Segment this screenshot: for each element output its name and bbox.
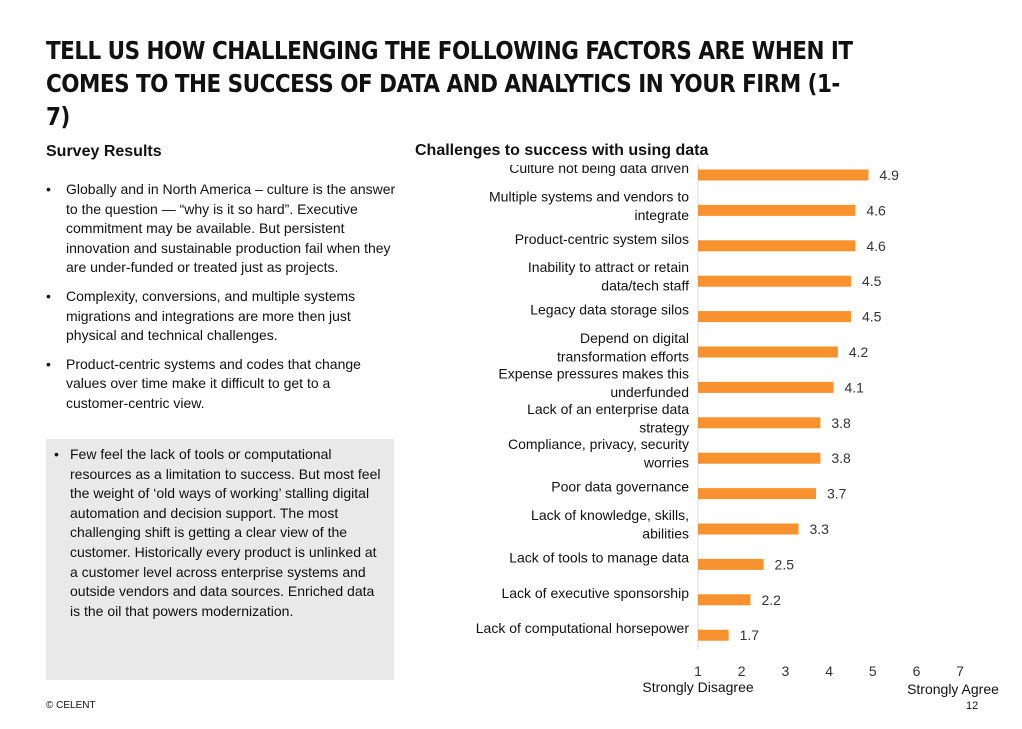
category-label: Product-centric system silos bbox=[515, 231, 689, 247]
data-label: 4.9 bbox=[879, 167, 899, 183]
x-axis-left-label: Strongly Disagree bbox=[642, 679, 753, 695]
data-label: 4.2 bbox=[849, 344, 869, 360]
category-label: Legacy data storage silos bbox=[530, 302, 689, 318]
bullet-item: Globally and in North America – culture … bbox=[46, 180, 396, 278]
data-label: 4.6 bbox=[866, 202, 886, 218]
data-label: 3.8 bbox=[831, 415, 851, 431]
page-title: TELL US HOW CHALLENGING THE FOLLOWING FA… bbox=[46, 36, 853, 131]
data-label: 1.7 bbox=[740, 627, 760, 643]
data-label: 3.7 bbox=[827, 486, 847, 502]
category-label: Lack of knowledge, skills, abilities bbox=[531, 507, 689, 542]
category-label: Expense pressures makes this underfunded bbox=[498, 365, 689, 400]
category-label: Culture not being data driven bbox=[509, 165, 689, 176]
highlight-text: Few feel the lack of tools or computatio… bbox=[54, 445, 386, 621]
category-label: Compliance, privacy, security worries bbox=[508, 436, 689, 471]
category-label: Poor data governance bbox=[551, 479, 689, 495]
bar-chart: 4.9 Culture not being data driven 4.6 Multi… bbox=[476, 165, 999, 697]
chart-title: Challenges to success with using data bbox=[415, 142, 709, 159]
bullet-item: Complexity, conversions, and multiple sy… bbox=[46, 287, 396, 346]
bullet-item: Product-centric systems and codes that c… bbox=[46, 355, 396, 414]
bar bbox=[698, 629, 729, 641]
x-tick-label: 2 bbox=[738, 663, 746, 679]
bar bbox=[698, 204, 856, 216]
highlight-box: Few feel the lack of tools or computatio… bbox=[46, 439, 394, 680]
bar bbox=[698, 558, 764, 570]
data-label: 4.1 bbox=[844, 379, 864, 395]
survey-results-heading: Survey Results bbox=[46, 143, 162, 160]
data-label: 3.3 bbox=[810, 521, 830, 537]
bar bbox=[698, 275, 851, 287]
x-tick-label: 7 bbox=[956, 663, 964, 679]
x-axis-right-label: Strongly Agree bbox=[907, 681, 999, 697]
bar bbox=[698, 240, 856, 252]
category-label: Lack of tools to manage data bbox=[509, 549, 689, 565]
bar bbox=[698, 417, 821, 429]
page-number: 12 bbox=[966, 700, 979, 712]
x-tick-label: 1 bbox=[694, 663, 702, 679]
copyright-footer: © CELENT bbox=[46, 700, 96, 711]
survey-bullet-list: Globally and in North America – culture … bbox=[46, 180, 396, 423]
category-label: Lack of computational horsepower bbox=[476, 620, 690, 636]
bar bbox=[698, 311, 851, 323]
data-label: 4.5 bbox=[862, 309, 882, 325]
category-label: Depend on digital transformation efforts bbox=[557, 330, 689, 365]
category-label: Multiple systems and vendors to integrate bbox=[489, 188, 689, 223]
category-label: Lack of an enterprise data strategy bbox=[527, 401, 689, 436]
category-label: Inability to attract or retain data/tech … bbox=[528, 259, 689, 294]
data-label: 4.5 bbox=[862, 273, 882, 289]
bar bbox=[698, 346, 838, 358]
bar bbox=[698, 488, 816, 500]
category-label: Lack of executive sponsorship bbox=[501, 585, 689, 601]
data-label: 2.2 bbox=[761, 592, 781, 608]
bar bbox=[698, 523, 799, 535]
x-tick-label: 5 bbox=[869, 663, 877, 679]
x-tick-label: 4 bbox=[825, 663, 833, 679]
data-label: 4.6 bbox=[866, 238, 886, 254]
bar bbox=[698, 169, 869, 181]
x-tick-label: 6 bbox=[913, 663, 921, 679]
data-label: 3.8 bbox=[831, 450, 851, 466]
bar bbox=[698, 594, 751, 606]
bar bbox=[698, 452, 821, 464]
data-label: 2.5 bbox=[775, 556, 795, 572]
bar bbox=[698, 381, 834, 393]
x-tick-label: 3 bbox=[782, 663, 790, 679]
